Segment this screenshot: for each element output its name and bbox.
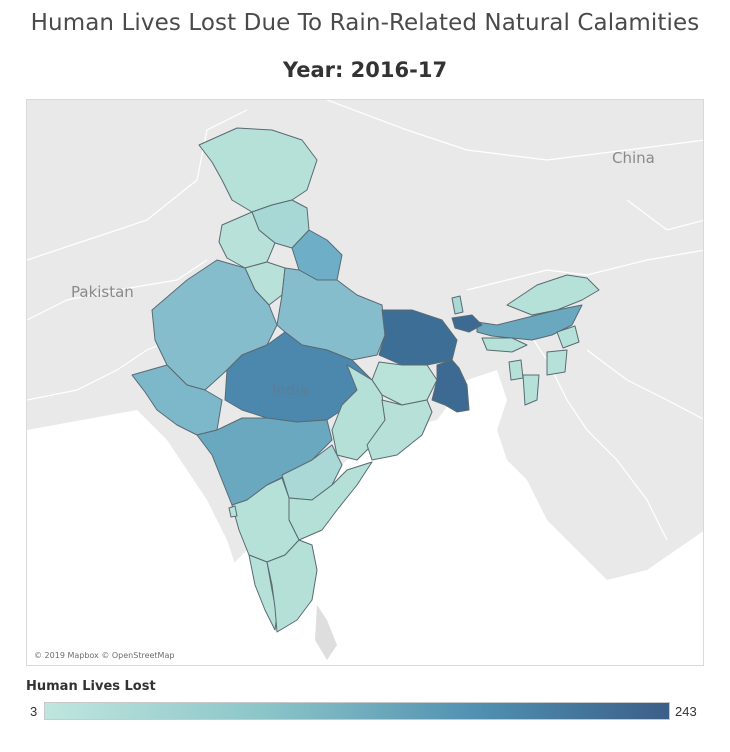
- state-meghalaya[interactable]: [481, 337, 528, 353]
- map-attribution[interactable]: © 2019 Mapbox © OpenStreetMap: [34, 651, 175, 660]
- label-pakistan: Pakistan: [71, 283, 134, 301]
- state-goa[interactable]: [228, 505, 238, 518]
- choropleth-map[interactable]: Pakistan China: [26, 99, 704, 666]
- legend-title: Human Lives Lost: [26, 679, 156, 694]
- state-mizoram[interactable]: [522, 374, 540, 406]
- chart-title: Human Lives Lost Due To Rain-Related Nat…: [30, 10, 700, 36]
- state-nagaland[interactable]: [556, 325, 580, 349]
- ocean-bay-of-bengal: [27, 370, 703, 665]
- state-nagaland-west[interactable]: [451, 314, 483, 333]
- label-india: India: [272, 381, 309, 399]
- state-west-bengal[interactable]: [431, 359, 470, 413]
- sri-lanka-shape: [315, 605, 337, 660]
- ocean-andaman: [607, 591, 703, 665]
- state-tamil-nadu[interactable]: [266, 539, 318, 633]
- legend-max-value: 243: [675, 704, 697, 719]
- label-china: China: [612, 149, 655, 167]
- state-bihar[interactable]: [378, 309, 458, 366]
- legend-color-ramp: [44, 702, 670, 720]
- state-assam[interactable]: [476, 304, 583, 341]
- state-manipur[interactable]: [546, 349, 568, 376]
- state-arunachal-pradesh[interactable]: [506, 274, 600, 316]
- india-states[interactable]: [131, 127, 600, 633]
- legend-min-value: 3: [30, 704, 38, 719]
- ocean-arabian-sea: [27, 410, 257, 665]
- state-odisha[interactable]: [366, 399, 433, 461]
- state-sikkim[interactable]: [451, 295, 464, 315]
- state-chhattisgarh[interactable]: [331, 364, 386, 461]
- chart-subtitle: Year: 2016-17: [282, 58, 448, 82]
- map-canvas[interactable]: Pakistan China: [27, 100, 704, 666]
- state-tripura[interactable]: [508, 359, 524, 381]
- state-karnataka[interactable]: [231, 477, 300, 563]
